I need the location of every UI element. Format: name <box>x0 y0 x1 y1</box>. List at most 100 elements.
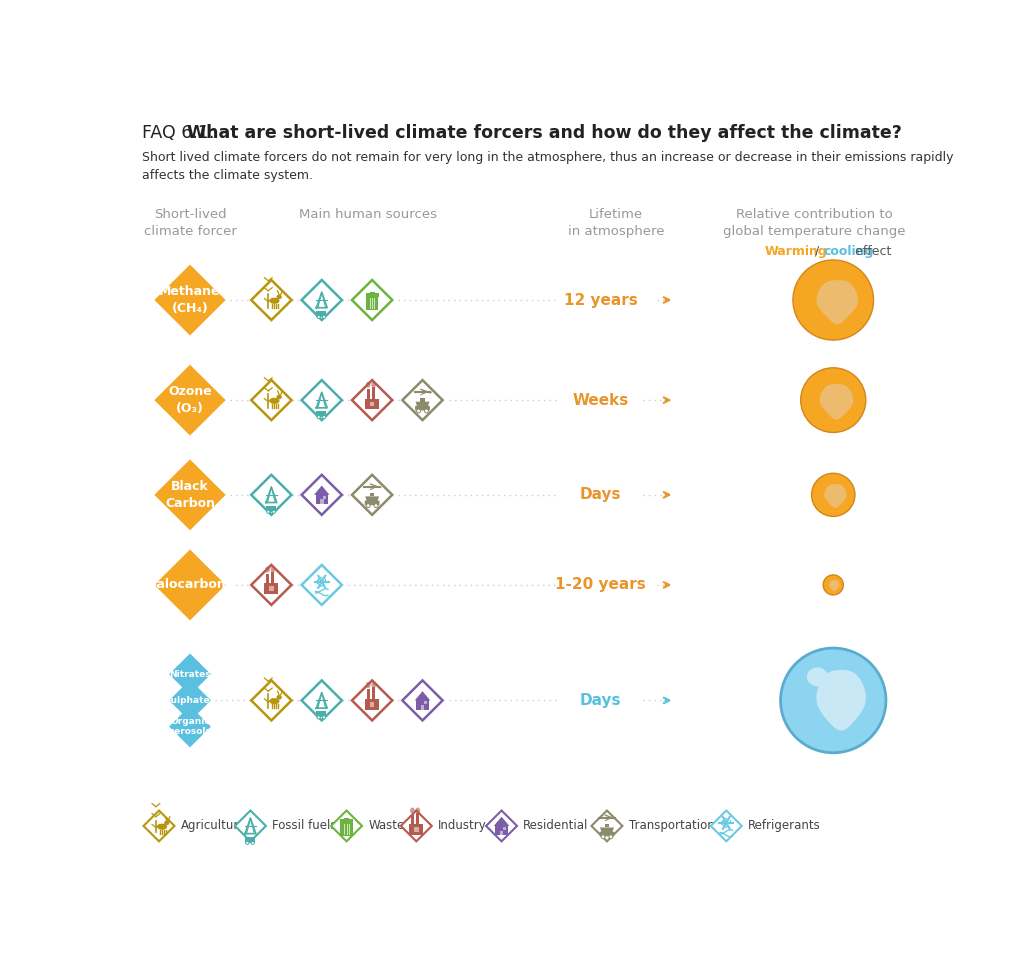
Circle shape <box>317 415 321 418</box>
Polygon shape <box>816 669 866 731</box>
Circle shape <box>374 504 378 508</box>
Polygon shape <box>331 811 362 842</box>
Polygon shape <box>416 402 429 407</box>
FancyBboxPatch shape <box>367 389 370 399</box>
Circle shape <box>780 648 886 753</box>
Ellipse shape <box>378 486 381 488</box>
Ellipse shape <box>269 398 280 404</box>
Polygon shape <box>169 705 211 747</box>
Polygon shape <box>155 265 225 336</box>
Circle shape <box>317 315 321 318</box>
Text: Short lived climate forcers do not remain for very long in the atmosphere, thus : Short lived climate forcers do not remai… <box>142 152 953 182</box>
Polygon shape <box>600 827 614 832</box>
Polygon shape <box>400 811 432 842</box>
Polygon shape <box>352 280 392 320</box>
FancyBboxPatch shape <box>366 294 379 298</box>
Polygon shape <box>251 475 292 515</box>
Circle shape <box>367 504 371 508</box>
FancyBboxPatch shape <box>316 711 327 717</box>
Text: Waste: Waste <box>369 819 404 833</box>
Text: Ozone: Ozone <box>168 385 212 398</box>
Polygon shape <box>592 811 623 842</box>
Circle shape <box>266 510 270 514</box>
Polygon shape <box>402 380 442 420</box>
FancyBboxPatch shape <box>269 587 273 591</box>
Polygon shape <box>169 679 211 721</box>
Text: Transportation: Transportation <box>629 819 715 833</box>
Text: Black: Black <box>171 480 209 493</box>
Circle shape <box>801 368 866 432</box>
FancyBboxPatch shape <box>503 827 506 830</box>
Circle shape <box>246 842 249 845</box>
Polygon shape <box>352 475 392 515</box>
Polygon shape <box>169 654 211 695</box>
FancyBboxPatch shape <box>319 499 324 504</box>
FancyBboxPatch shape <box>340 822 352 836</box>
FancyBboxPatch shape <box>372 687 375 699</box>
Circle shape <box>417 409 421 413</box>
FancyBboxPatch shape <box>367 689 370 699</box>
Circle shape <box>323 415 326 418</box>
Text: Organic: Organic <box>170 717 210 726</box>
Circle shape <box>251 842 254 845</box>
FancyBboxPatch shape <box>324 495 327 499</box>
Polygon shape <box>352 680 392 720</box>
Text: aerosols: aerosols <box>169 728 211 737</box>
Polygon shape <box>251 380 292 420</box>
Ellipse shape <box>265 566 270 572</box>
Ellipse shape <box>276 695 282 700</box>
Polygon shape <box>155 459 225 530</box>
FancyBboxPatch shape <box>366 699 379 709</box>
FancyBboxPatch shape <box>264 584 279 595</box>
Text: Refrigerants: Refrigerants <box>748 819 821 833</box>
Polygon shape <box>807 667 828 686</box>
Ellipse shape <box>613 817 616 819</box>
Ellipse shape <box>366 682 371 688</box>
Ellipse shape <box>366 381 371 388</box>
FancyBboxPatch shape <box>316 411 327 417</box>
FancyBboxPatch shape <box>420 398 425 402</box>
FancyBboxPatch shape <box>365 500 380 505</box>
Text: (CH₄): (CH₄) <box>172 302 208 315</box>
Text: Main human sources: Main human sources <box>299 207 437 221</box>
Polygon shape <box>366 496 379 501</box>
FancyBboxPatch shape <box>496 825 508 835</box>
Circle shape <box>823 575 844 595</box>
Text: 1-20 years: 1-20 years <box>555 577 646 593</box>
Polygon shape <box>816 280 858 324</box>
Polygon shape <box>824 485 847 508</box>
Polygon shape <box>415 691 430 701</box>
Text: Warming: Warming <box>765 244 827 258</box>
FancyBboxPatch shape <box>271 571 274 584</box>
FancyBboxPatch shape <box>366 399 379 410</box>
FancyBboxPatch shape <box>370 702 375 706</box>
Polygon shape <box>302 280 342 320</box>
Text: Fossil fuels: Fossil fuels <box>272 819 337 833</box>
Circle shape <box>601 835 605 839</box>
FancyBboxPatch shape <box>370 492 375 496</box>
Circle shape <box>609 835 612 839</box>
FancyBboxPatch shape <box>245 837 255 843</box>
Ellipse shape <box>269 298 280 304</box>
FancyBboxPatch shape <box>500 831 504 835</box>
Polygon shape <box>829 580 840 591</box>
Circle shape <box>424 409 428 413</box>
FancyBboxPatch shape <box>604 823 609 827</box>
Text: Relative contribution to
global temperature change: Relative contribution to global temperat… <box>723 207 905 237</box>
Text: effect: effect <box>851 244 892 258</box>
Text: Lifetime
in atmosphere: Lifetime in atmosphere <box>568 207 665 237</box>
FancyBboxPatch shape <box>417 812 420 824</box>
Ellipse shape <box>276 295 282 300</box>
Circle shape <box>272 510 275 514</box>
Polygon shape <box>819 384 853 419</box>
Circle shape <box>323 716 326 719</box>
Text: Days: Days <box>580 487 622 502</box>
Ellipse shape <box>416 808 420 813</box>
Text: Halocarbons: Halocarbons <box>146 578 233 592</box>
Polygon shape <box>302 475 342 515</box>
FancyBboxPatch shape <box>603 830 611 833</box>
Text: Residential: Residential <box>523 819 589 833</box>
Polygon shape <box>302 680 342 720</box>
Polygon shape <box>155 550 225 621</box>
Polygon shape <box>234 811 266 842</box>
